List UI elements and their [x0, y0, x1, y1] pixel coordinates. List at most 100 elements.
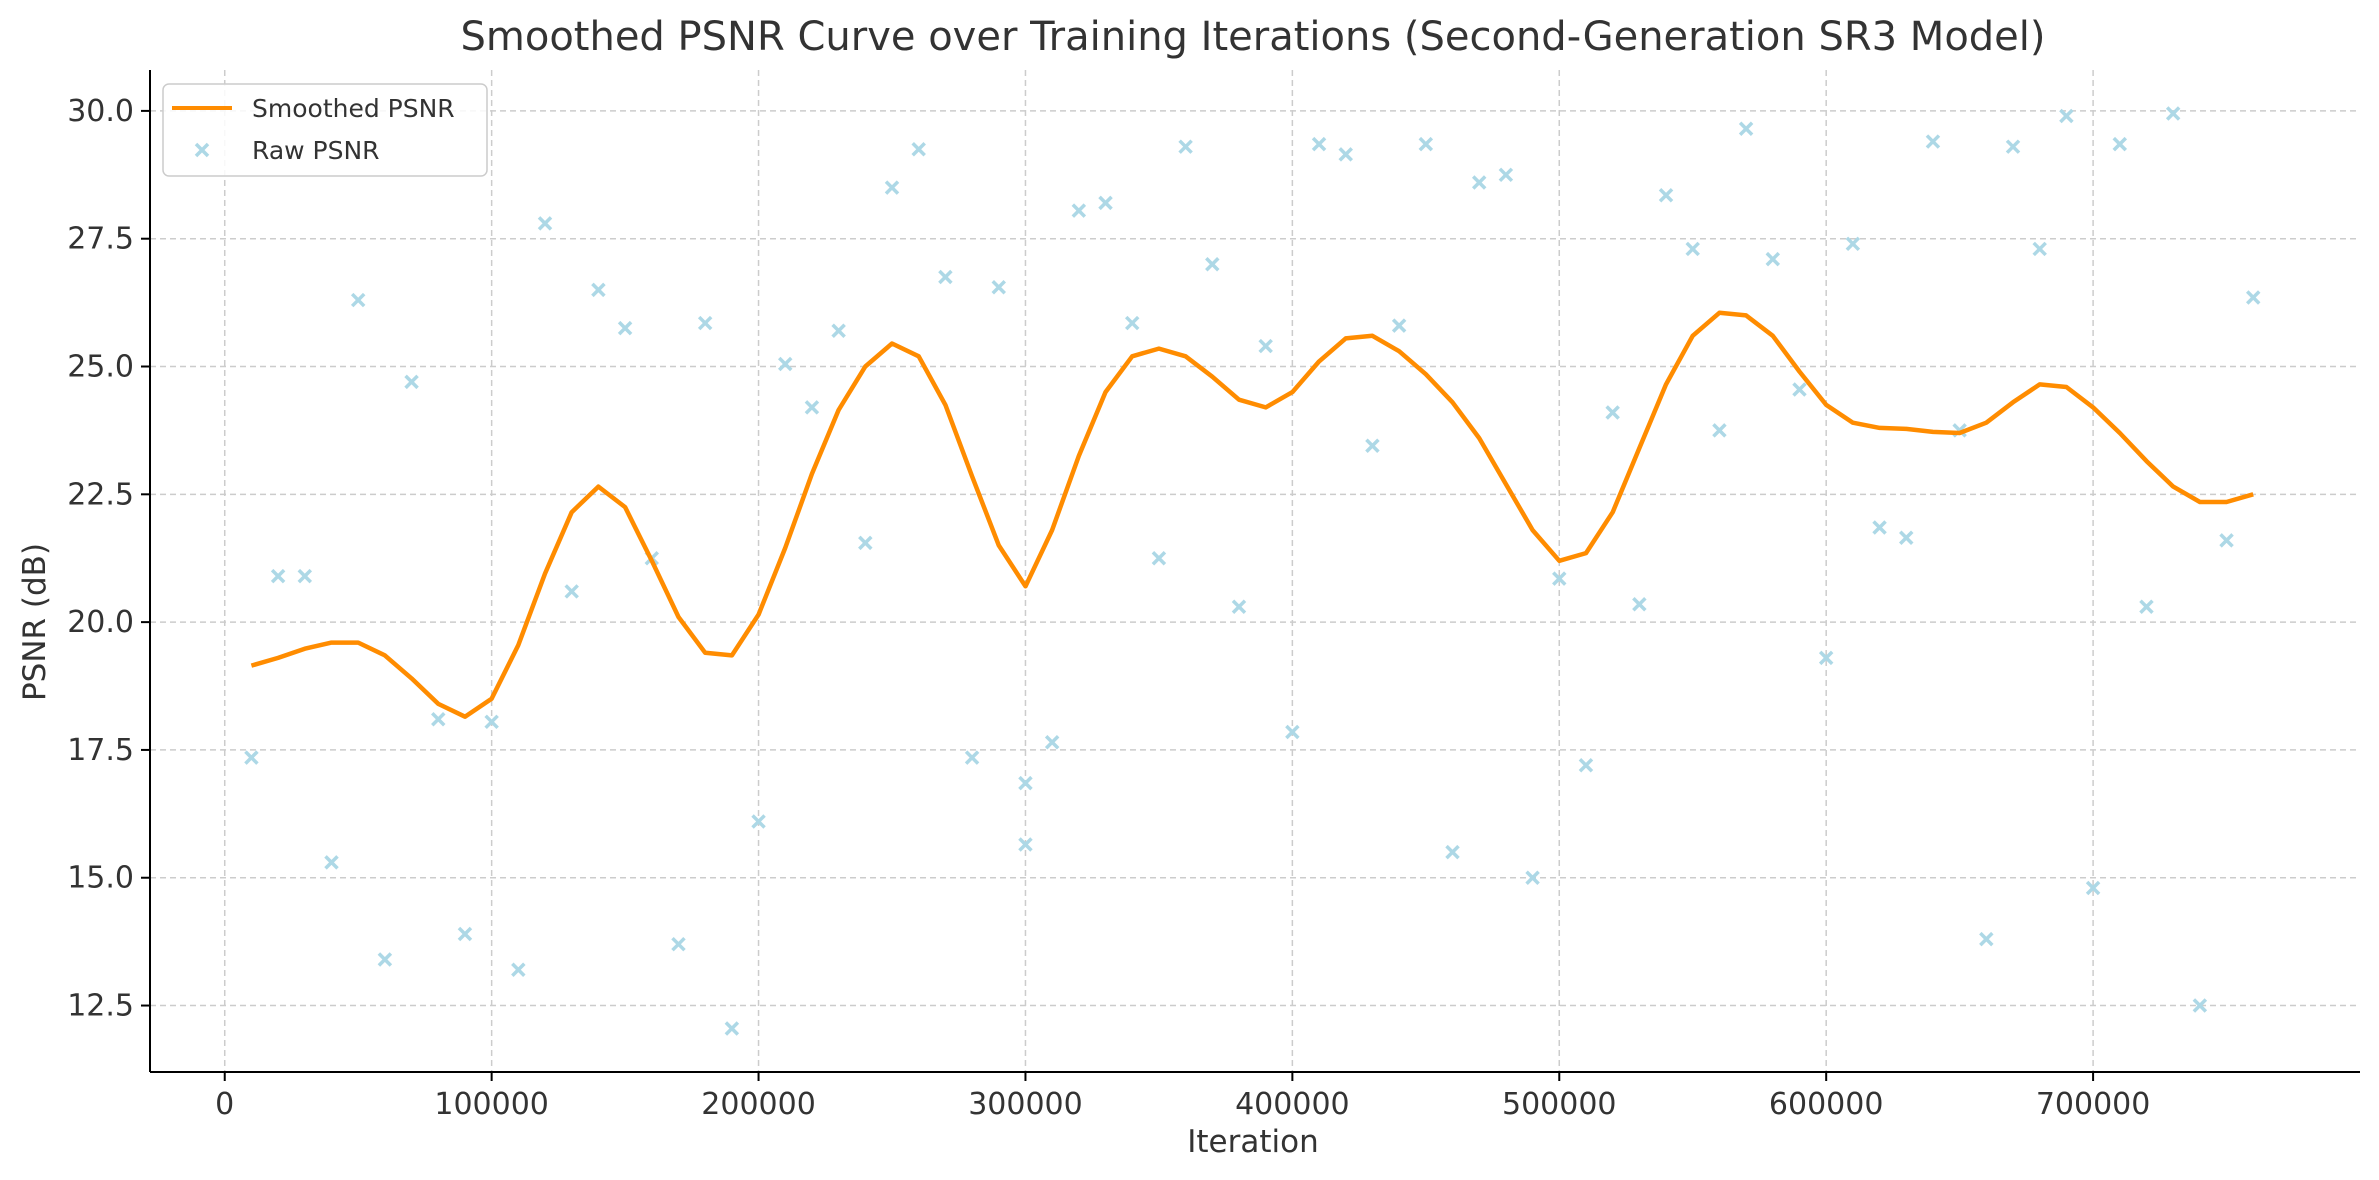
y-tick-label: 25.0: [67, 350, 134, 385]
legend-raw-marker: [194, 142, 210, 158]
raw-psnr-point: [404, 374, 419, 390]
raw-psnr-point: [1205, 257, 1220, 272]
raw-psnr-point: [1338, 147, 1353, 162]
raw-psnr-point: [884, 180, 900, 195]
raw-psnr-point: [1845, 236, 1861, 252]
raw-psnr-point: [804, 400, 820, 415]
raw-psnr-point: [1872, 520, 1887, 535]
legend-smoothed-label: Smoothed PSNR: [252, 94, 455, 123]
raw-psnr-point: [1738, 121, 1754, 137]
x-tick-label: 300000: [968, 1087, 1083, 1122]
raw-psnr-point: [1792, 382, 1807, 397]
raw-psnr-point: [1712, 423, 1727, 438]
raw-psnr-point: [938, 269, 953, 285]
raw-psnr-point: [1018, 775, 1033, 791]
raw-psnr-point: [324, 855, 339, 870]
raw-psnr-point: [244, 750, 259, 765]
raw-psnr-point: [1899, 530, 1914, 546]
raw-psnr-point: [1044, 735, 1060, 750]
raw-psnr-point: [858, 535, 873, 551]
x-tick-label: 700000: [2036, 1087, 2151, 1122]
x-tick-label: 600000: [1769, 1087, 1884, 1122]
raw-psnr-point: [2139, 599, 2154, 615]
raw-psnr-point: [1018, 837, 1033, 852]
y-tick-label: 17.5: [67, 733, 134, 768]
raw-psnr-point: [1445, 844, 1460, 860]
raw-psnr-point: [778, 356, 793, 372]
raw-psnr-point: [1365, 438, 1380, 453]
raw-psnr-point: [511, 962, 526, 977]
raw-psnr-point: [2032, 241, 2047, 257]
y-tick-label: 12.5: [67, 989, 134, 1024]
raw-psnr-point: [1151, 550, 1167, 566]
raw-psnr-point: [1552, 571, 1567, 586]
raw-psnr-point: [831, 323, 846, 338]
raw-psnr-point: [2245, 290, 2261, 305]
raw-psnr-point: [1632, 596, 1647, 612]
legend: Smoothed PSNR Raw PSNR: [162, 83, 488, 177]
raw-psnr-point: [1418, 136, 1434, 152]
x-tick-label: 200000: [701, 1087, 816, 1122]
raw-psnr-point: [1658, 188, 1674, 203]
y-tick-label: 22.5: [67, 477, 134, 512]
raw-psnr-point: [2085, 880, 2101, 896]
raw-psnr-point: [431, 712, 446, 727]
y-axis-label: PSNR (dB): [17, 543, 53, 701]
raw-psnr-point: [1285, 724, 1300, 740]
y-tick-label: 27.5: [67, 222, 134, 257]
raw-psnr-point: [297, 568, 313, 584]
raw-psnr-point: [2165, 106, 2181, 121]
raw-psnr-point: [2005, 139, 2021, 154]
raw-psnr-point: [751, 814, 766, 829]
raw-psnr-point: [484, 714, 499, 730]
raw-psnr-point: [1765, 251, 1781, 267]
chart-title: Smoothed PSNR Curve over Training Iterat…: [460, 14, 2045, 60]
legend-frame: [162, 83, 488, 177]
raw-psnr-point: [2059, 108, 2074, 124]
raw-psnr-point: [1925, 134, 1941, 149]
raw-psnr-point: [1071, 203, 1087, 218]
x-tick-label: 400000: [1235, 1087, 1350, 1122]
raw-psnr-point: [1605, 405, 1620, 420]
raw-psnr-point: [1979, 931, 1994, 947]
raw-psnr-point: [270, 568, 286, 584]
raw-psnr-point: [1578, 758, 1594, 773]
raw-psnr-point: [457, 926, 473, 942]
raw-psnr-point: [1098, 195, 1113, 211]
x-tick-label: 500000: [1502, 1087, 1617, 1122]
raw-psnr-point: [2219, 533, 2234, 548]
data-layer: [244, 106, 2261, 1036]
raw-psnr-point: [2192, 998, 2208, 1013]
legend-raw-swatch: [194, 142, 210, 158]
y-tick-label: 20.0: [67, 605, 134, 640]
raw-psnr-point: [1231, 599, 1247, 615]
y-tick-label: 15.0: [67, 861, 134, 896]
raw-psnr-point: [1124, 315, 1140, 331]
raw-psnr-point: [724, 1021, 740, 1036]
raw-psnr-point: [537, 216, 553, 231]
raw-psnr-point: [1311, 136, 1327, 152]
raw-psnr-point: [591, 282, 606, 298]
legend-raw-label: Raw PSNR: [252, 136, 380, 165]
raw-psnr-point: [350, 292, 366, 308]
x-tick-label: 0: [215, 1087, 234, 1122]
raw-psnr-point: [564, 584, 579, 599]
raw-psnr-point: [671, 936, 686, 952]
raw-psnr-point: [1685, 241, 1700, 257]
axes: 0 100000 200000 300000 400000 500000 600000 700…: [67, 70, 2360, 1122]
grid-lines: [150, 70, 2360, 1072]
raw-psnr-point: [1498, 167, 1514, 183]
raw-psnr-point: [911, 142, 926, 157]
raw-psnr-point: [1258, 338, 1273, 354]
smoothed-psnr-line: [250, 310, 2254, 719]
raw-psnr-point: [991, 280, 1007, 295]
raw-psnr-point: [1525, 870, 1540, 885]
raw-psnr-point: [697, 315, 713, 331]
raw-psnr-point: [1391, 318, 1407, 333]
raw-psnr-point: [2112, 136, 2128, 152]
raw-psnr-point: [964, 750, 980, 765]
y-tick-label: 30.0: [67, 94, 134, 129]
raw-psnr-point: [617, 320, 633, 336]
raw-psnr-point: [1178, 139, 1193, 154]
